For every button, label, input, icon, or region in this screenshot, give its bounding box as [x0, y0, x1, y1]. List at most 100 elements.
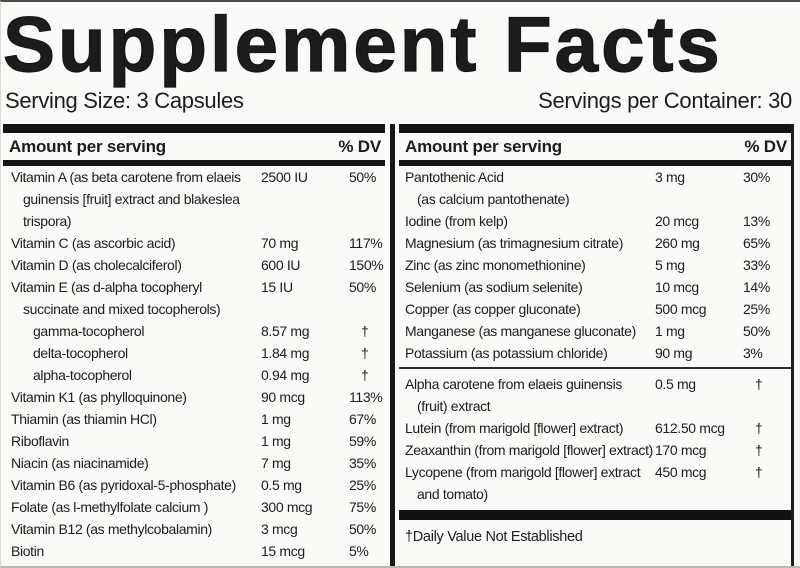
ingredient-name: Vitamin B12 (as methylcobalamin): [11, 518, 261, 540]
ingredient-name-line: Lycopene (from marigold [flower] extract: [405, 464, 641, 480]
ingredient-daily-value: †: [755, 376, 763, 392]
ingredient-name-line: Manganese (as manganese gluconate): [405, 323, 636, 339]
ingredient-name: Copper (as copper gluconate): [405, 298, 655, 320]
table-row: Zinc (as zinc monomethionine) 5 mg 33%: [399, 254, 791, 276]
table-row: Vitamin E (as d-alpha tocopheryl succinat…: [3, 276, 385, 320]
ingredient-name-line: Alpha carotene from elaeis guinensis: [405, 376, 622, 392]
ingredient-name-line: succinate and mixed tocopherols): [23, 301, 221, 317]
ingredient-daily-value: 5%: [349, 543, 369, 559]
ingredient-daily-value: 33%: [743, 257, 770, 273]
ingredient-amount: 0.5 mg: [261, 477, 302, 493]
ingredient-name-line: Niacin (as niacinamide): [11, 455, 149, 471]
ingredient-name-line: Vitamin B12 (as methylcobalamin): [11, 521, 212, 537]
table-row: Manganese (as manganese gluconate) 1 mg 50…: [399, 320, 791, 342]
table-row: Copper (as copper gluconate) 500 mcg 25%: [399, 298, 791, 320]
ingredient-daily-value: 25%: [743, 301, 770, 317]
ingredient-daily-value: 113%: [349, 389, 383, 405]
table-row: alpha-tocopherol 0.94 mg †: [3, 364, 385, 386]
table-row: Magnesium (as trimagnesium citrate) 260 m…: [399, 232, 791, 254]
ingredient-daily-value: 59%: [349, 433, 376, 449]
ingredient-daily-value: 50%: [743, 323, 770, 339]
ingredient-amount: 0.5 mg: [655, 376, 696, 392]
table-row: Vitamin A (as beta carotene from elaeis g…: [3, 166, 385, 232]
serving-info-row: Serving Size: 3 Capsules Servings per Co…: [1, 88, 800, 114]
ingredient-amount: 450 mcg: [655, 464, 707, 480]
ingredient-amount: 600 IU: [261, 257, 301, 273]
ingredient-name-line: Pantothenic Acid: [405, 169, 504, 185]
ingredient-name: gamma-tocopherol: [11, 320, 261, 342]
ingredient-name: Lutein (from marigold [flower] extract): [405, 417, 655, 439]
ingredient-name: Vitamin E (as d-alpha tocopheryl succinat…: [11, 276, 261, 320]
ingredient-name-line: Vitamin E (as d-alpha tocopheryl: [11, 279, 202, 295]
table-row: Lutein (from marigold [flower] extract) 6…: [399, 417, 791, 439]
table-row: Vitamin D (as cholecalciferol) 600 IU 150%: [3, 254, 385, 276]
ingredient-amount: 70 mg: [261, 235, 299, 251]
ingredient-name-line: Vitamin D (as cholecalciferol): [11, 257, 182, 273]
table-row: delta-tocopherol 1.84 mg †: [3, 342, 385, 364]
thick-section-rule: [399, 510, 791, 520]
ingredient-name: Zinc (as zinc monomethionine): [405, 254, 655, 276]
ingredient-daily-value: 35%: [349, 455, 376, 471]
ingredient-name: Vitamin K1 (as phylloquinone): [11, 386, 261, 408]
table-row: Niacin (as niacinamide) 7 mg 35%: [3, 452, 385, 474]
table-row: Vitamin C (as ascorbic acid) 70 mg 117%: [3, 232, 385, 254]
left-table-rows: Vitamin A (as beta carotene from elaeis g…: [3, 166, 385, 562]
column-header-amount: Amount per serving: [405, 136, 562, 156]
table-row: gamma-tocopherol 8.57 mg †: [3, 320, 385, 342]
ingredient-name: Magnesium (as trimagnesium citrate): [405, 232, 655, 254]
ingredient-name-line: (as calcium pantothenate): [417, 191, 570, 207]
ingredient-amount: 1 mg: [655, 323, 685, 339]
ingredient-daily-value: †: [361, 323, 369, 339]
table-row: Potassium (as potassium chloride) 90 mg 3%: [399, 342, 791, 364]
ingredient-daily-value: 150%: [349, 257, 384, 273]
ingredient-name: Thiamin (as thiamin HCl): [11, 408, 261, 430]
table-row: Selenium (as sodium selenite) 10 mcg 14%: [399, 276, 791, 298]
ingredient-daily-value: †: [361, 345, 369, 361]
ingredient-amount: 612.50 mcg: [655, 420, 725, 436]
ingredient-amount: 3 mg: [655, 169, 685, 185]
ingredient-name: Folate (as l-methylfolate calcium ): [11, 496, 261, 518]
header-underline-rule: [399, 160, 791, 166]
ingredient-name: Vitamin B6 (as pyridoxal-5-phosphate): [11, 474, 261, 496]
ingredient-name-line: Iodine (from kelp): [405, 213, 508, 229]
ingredient-name-line: gamma-tocopherol: [33, 323, 145, 339]
ingredient-amount: 15 IU: [261, 279, 293, 295]
ingredient-amount: 20 mcg: [655, 213, 699, 229]
ingredient-name: delta-tocopherol: [11, 342, 261, 364]
ingredient-name: Potassium (as potassium chloride): [405, 342, 655, 364]
ingredient-name-line: Potassium (as potassium chloride): [405, 345, 608, 361]
ingredient-name: Manganese (as manganese gluconate): [405, 320, 655, 342]
ingredient-name-line: Vitamin K1 (as phylloquinone): [11, 389, 187, 405]
ingredient-daily-value: 50%: [349, 279, 376, 295]
ingredient-name: Vitamin A (as beta carotene from elaeis g…: [11, 166, 261, 232]
left-table-header: Amount per serving % DV: [3, 133, 385, 160]
column-header-amount: Amount per serving: [9, 136, 166, 156]
ingredient-amount: 90 mcg: [261, 389, 305, 405]
table-row: Iodine (from kelp) 20 mcg 13%: [399, 210, 791, 232]
ingredient-amount: 7 mg: [261, 455, 291, 471]
ingredient-daily-value: 65%: [743, 235, 770, 251]
ingredient-amount: 1.84 mg: [261, 345, 310, 361]
ingredient-name: Zeaxanthin (from marigold [flower] extra…: [405, 439, 655, 461]
ingredient-daily-value: †: [755, 420, 763, 436]
ingredient-daily-value: 67%: [349, 411, 376, 427]
table-row: Vitamin B6 (as pyridoxal-5-phosphate) 0.5…: [3, 474, 385, 496]
ingredient-amount: 260 mg: [655, 235, 700, 251]
ingredient-daily-value: †: [755, 442, 763, 458]
left-facts-table: Amount per serving % DV Vitamin A (as be…: [3, 124, 385, 566]
ingredient-name-line: Magnesium (as trimagnesium citrate): [405, 235, 624, 251]
column-header-dv: % DV: [744, 136, 787, 156]
ingredient-amount: 10 mcg: [655, 279, 699, 295]
ingredient-name-line: guinensis [fruit] extract and blakeslea: [23, 191, 240, 207]
ingredient-name-line: alpha-tocopherol: [33, 367, 132, 383]
ingredient-daily-value: 25%: [349, 477, 376, 493]
ingredient-name-line: (fruit) extract: [417, 398, 491, 414]
servings-per-container-text: Servings per Container: 30: [538, 88, 792, 113]
ingredient-daily-value: 3%: [743, 345, 763, 361]
ingredient-name: Riboflavin: [11, 430, 261, 452]
ingredient-amount: 2500 IU: [261, 169, 308, 185]
table-row: Riboflavin 1 mg 59%: [3, 430, 385, 452]
ingredient-amount: 15 mcg: [261, 543, 305, 559]
ingredient-name-line: Vitamin C (as ascorbic acid): [11, 235, 176, 251]
